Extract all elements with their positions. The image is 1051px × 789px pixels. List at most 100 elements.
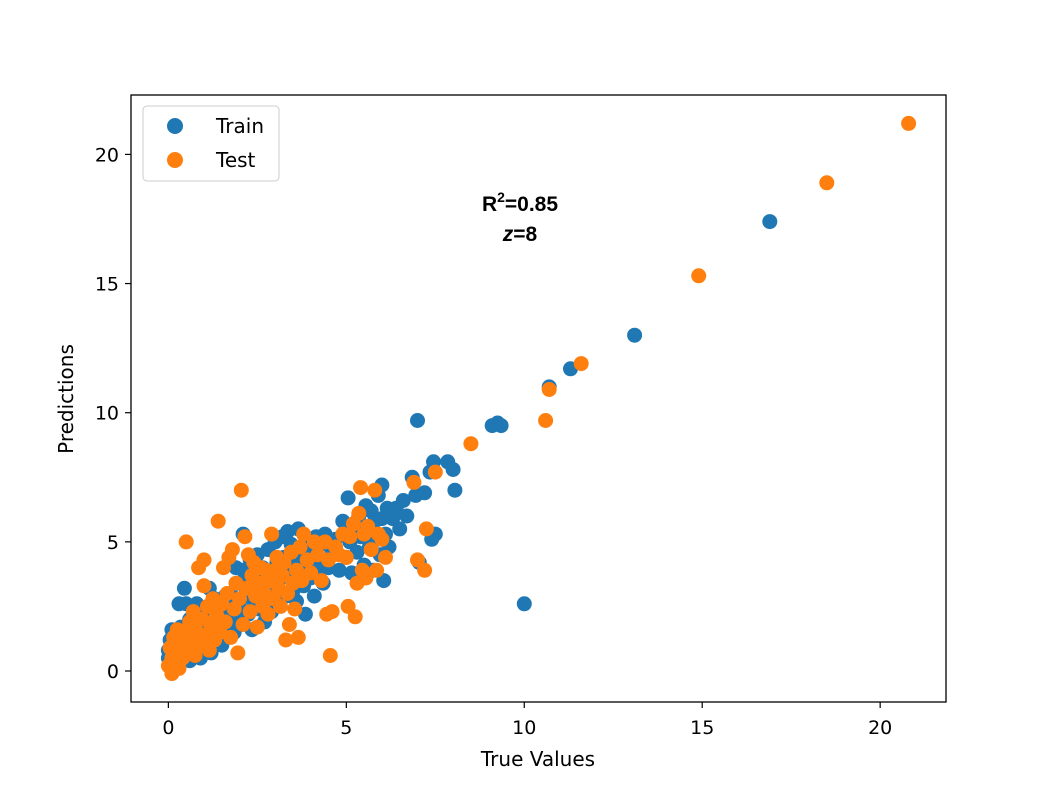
test-point	[322, 648, 338, 663]
plot-area	[130, 94, 947, 703]
test-point	[273, 598, 288, 614]
test-point	[230, 645, 246, 661]
points-layer	[160, 115, 917, 682]
test-point	[353, 480, 369, 496]
train-point	[493, 418, 509, 434]
z-value: =8	[513, 223, 537, 246]
train-point	[331, 562, 347, 578]
test-point	[901, 115, 917, 131]
test-point	[347, 609, 363, 625]
train-point	[306, 588, 322, 604]
x-axis-label: True Values	[480, 747, 595, 771]
r2-superscript: 2	[497, 189, 505, 205]
test-point	[351, 505, 367, 521]
test-point	[427, 464, 443, 480]
test-point	[224, 542, 240, 558]
test-point	[196, 552, 212, 568]
test-point	[541, 382, 557, 397]
train-point	[417, 485, 433, 501]
test-point	[378, 549, 393, 565]
test-point	[210, 513, 226, 529]
x-tick-label: 0	[162, 717, 174, 739]
test-point	[324, 604, 340, 620]
y-tick-label: 5	[107, 532, 119, 554]
test-point	[369, 562, 385, 578]
axes-frame	[130, 94, 947, 703]
train-point	[445, 462, 461, 477]
y-tick-label: 10	[95, 403, 119, 425]
r2-symbol: R	[482, 193, 497, 216]
legend-label-test: Test	[215, 148, 256, 172]
test-point	[360, 518, 376, 534]
test-point	[178, 534, 194, 550]
test-point	[296, 526, 312, 542]
train-point	[399, 508, 415, 524]
legend: Train Test	[142, 105, 280, 182]
r2-value: =0.85	[505, 193, 558, 216]
test-point	[278, 632, 294, 648]
svg-text:R2=0.85: R2=0.85	[482, 189, 558, 216]
test-point	[223, 629, 239, 645]
test-point	[281, 617, 297, 632]
test-point	[417, 562, 433, 578]
test-point	[691, 268, 707, 284]
train-point	[516, 596, 532, 612]
test-point	[573, 356, 589, 372]
y-tick-label: 15	[95, 274, 119, 296]
train-point	[627, 327, 643, 343]
train-point	[176, 580, 192, 596]
test-point	[303, 565, 319, 581]
test-point	[418, 521, 434, 537]
legend-marker-train	[167, 118, 183, 134]
test-point	[358, 570, 374, 586]
y-tick-label: 20	[95, 144, 119, 166]
train-point	[762, 214, 778, 230]
test-point	[313, 573, 329, 589]
z-annotation: z=8	[502, 223, 538, 246]
x-tick-label: 15	[690, 717, 714, 739]
test-point	[338, 549, 354, 565]
test-point	[260, 606, 276, 622]
test-point	[306, 534, 322, 550]
test-point	[219, 586, 235, 601]
test-point	[264, 526, 280, 542]
train-point	[392, 521, 408, 537]
x-tick-label: 10	[512, 717, 536, 739]
test-point	[374, 531, 390, 547]
x-axis: 0 5 10 15 20	[162, 702, 892, 739]
legend-marker-test	[167, 152, 183, 168]
z-symbol: z	[502, 223, 514, 246]
y-axis: 0 5 10 15 20	[95, 144, 131, 683]
legend-label-train: Train	[215, 114, 264, 138]
series-test	[160, 115, 917, 682]
test-point	[463, 436, 479, 452]
svg-text:z=8: z=8	[502, 223, 538, 246]
test-point	[242, 604, 258, 620]
test-point	[235, 617, 251, 632]
test-point	[367, 482, 383, 498]
test-point	[237, 529, 253, 545]
test-point	[287, 601, 303, 617]
x-tick-label: 5	[340, 717, 352, 739]
x-tick-label: 20	[868, 717, 892, 739]
test-point	[819, 175, 835, 191]
train-point	[395, 493, 411, 508]
train-point	[410, 413, 425, 428]
test-point	[292, 539, 308, 555]
test-point	[538, 413, 554, 428]
train-point	[447, 482, 463, 498]
test-point	[233, 482, 249, 498]
test-point	[249, 619, 265, 635]
test-point	[406, 474, 422, 490]
test-point	[290, 629, 306, 645]
test-point	[342, 529, 358, 545]
y-tick-label: 0	[107, 661, 119, 683]
r2-annotation: R2=0.85	[482, 189, 558, 216]
train-point	[340, 490, 356, 506]
test-point	[363, 542, 379, 558]
test-point	[274, 567, 290, 583]
test-point	[217, 614, 233, 630]
y-axis-label: Predictions	[54, 344, 78, 454]
test-point	[196, 578, 212, 594]
